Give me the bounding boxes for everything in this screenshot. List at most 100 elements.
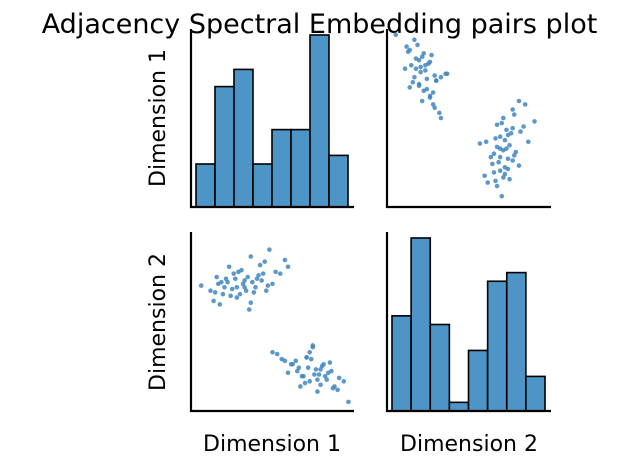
scatter-panel-dimension-2-vs-1 bbox=[385, 29, 551, 209]
scatter-point-upper-31 bbox=[483, 139, 489, 145]
scatter-point-upper-29 bbox=[494, 144, 500, 150]
scatter-point-lower-48 bbox=[270, 349, 275, 355]
scatter-point-lower-68 bbox=[282, 358, 288, 364]
scatter-point-upper-51 bbox=[419, 98, 425, 104]
scatter-point-upper-12 bbox=[477, 141, 483, 146]
scatter-point-lower-60 bbox=[316, 372, 322, 377]
scatter-point-upper-9 bbox=[488, 154, 494, 160]
scatter-point-lower-78 bbox=[321, 361, 326, 367]
scatter-point-lower-81 bbox=[335, 387, 340, 393]
scatter-point-upper-85 bbox=[402, 66, 408, 71]
scatter-point-lower-6 bbox=[223, 276, 229, 282]
histogram-bar-dimension-2-2 bbox=[410, 237, 432, 412]
scatter-point-lower-13 bbox=[251, 290, 257, 295]
scatter-point-lower-30 bbox=[245, 274, 250, 280]
scatter-point-lower-86 bbox=[322, 373, 328, 379]
scatter-point-upper-69 bbox=[427, 93, 433, 99]
x-axis-label-dimension-2: Dimension 2 bbox=[400, 432, 538, 457]
scatter-point-upper-21 bbox=[482, 173, 487, 179]
scatter-point-upper-83 bbox=[433, 78, 439, 83]
scatter-point-lower-1 bbox=[198, 283, 204, 288]
scatter-point-upper-30 bbox=[507, 142, 512, 148]
scatter-point-lower-8 bbox=[231, 271, 237, 276]
y-axis-label-dimension-2: Dimension 2 bbox=[146, 253, 171, 391]
scatter-point-upper-36 bbox=[494, 122, 500, 128]
scatter-point-upper-86 bbox=[416, 57, 422, 63]
scatter-point-upper-5 bbox=[491, 170, 497, 175]
histogram-bar-dimension-2-5 bbox=[467, 349, 489, 412]
scatter-panel-dimension-1-vs-2 bbox=[189, 232, 354, 413]
scatter-point-lower-83 bbox=[304, 355, 309, 360]
scatter-point-lower-5 bbox=[220, 291, 226, 297]
scatter-point-lower-53 bbox=[293, 358, 299, 364]
histogram-bar-dimension-1-4 bbox=[252, 163, 273, 208]
scatter-point-upper-8 bbox=[510, 158, 515, 163]
scatter-point-upper-46 bbox=[510, 125, 515, 131]
axis-spines bbox=[189, 232, 354, 413]
scatter-point-lower-44 bbox=[242, 278, 247, 283]
scatter-point-lower-27 bbox=[237, 291, 243, 297]
scatter-point-lower-59 bbox=[313, 367, 319, 372]
scatter-point-lower-28 bbox=[240, 281, 246, 287]
scatter-point-lower-46 bbox=[260, 271, 266, 276]
scatter-point-lower-19 bbox=[285, 264, 291, 270]
y-axis-label-dimension-1: Dimension 1 bbox=[146, 49, 171, 187]
histogram-bar-dimension-2-4 bbox=[448, 401, 470, 412]
scatter-point-lower-82 bbox=[298, 384, 303, 389]
scatter-point-upper-22 bbox=[497, 168, 503, 173]
scatter-point-lower-20 bbox=[212, 290, 218, 295]
scatter-point-upper-78 bbox=[427, 59, 433, 65]
scatter-point-upper-66 bbox=[412, 37, 417, 43]
scatter-point-upper-17 bbox=[532, 119, 537, 124]
scatter-point-upper-76 bbox=[413, 66, 419, 71]
scatter-point-lower-47 bbox=[265, 283, 271, 288]
scatter-point-lower-54 bbox=[296, 365, 302, 370]
scatter-point-lower-38 bbox=[273, 269, 278, 275]
scatter-point-upper-79 bbox=[419, 54, 425, 60]
scatter-point-upper-57 bbox=[412, 74, 417, 80]
scatter-point-upper-27 bbox=[491, 151, 497, 156]
scatter-point-lower-77 bbox=[318, 367, 323, 372]
scatter-point-lower-26 bbox=[236, 269, 241, 275]
scatter-point-lower-42 bbox=[228, 293, 233, 299]
scatter-point-lower-73 bbox=[305, 365, 311, 370]
scatter-point-lower-80 bbox=[330, 385, 336, 391]
scatter-point-upper-82 bbox=[407, 85, 413, 90]
scatter-point-lower-74 bbox=[308, 356, 314, 362]
histogram-bar-dimension-2-7 bbox=[505, 271, 527, 412]
scatter-point-lower-17 bbox=[267, 247, 272, 252]
scatter-point-lower-12 bbox=[246, 307, 252, 312]
scatter-point-upper-74 bbox=[432, 73, 437, 78]
scatter-point-lower-34 bbox=[256, 273, 261, 278]
scatter-point-lower-72 bbox=[302, 380, 308, 386]
scatter-point-upper-67 bbox=[393, 32, 398, 37]
scatter-point-lower-88 bbox=[307, 349, 313, 355]
scatter-point-lower-39 bbox=[282, 257, 288, 263]
x-axis-label-dimension-1: Dimension 1 bbox=[203, 432, 341, 457]
scatter-point-lower-11 bbox=[242, 285, 247, 290]
scatter-point-upper-73 bbox=[424, 76, 430, 82]
scatter-point-lower-89 bbox=[318, 382, 323, 388]
histogram-bar-dimension-1-1 bbox=[195, 163, 216, 208]
axis-spines bbox=[385, 29, 551, 209]
histogram-bar-dimension-1-5 bbox=[271, 128, 292, 208]
histogram-bar-dimension-1-7 bbox=[309, 34, 330, 208]
scatter-point-upper-77 bbox=[423, 63, 428, 68]
scatter-point-upper-80 bbox=[405, 49, 411, 54]
histogram-bar-dimension-2-6 bbox=[486, 280, 508, 412]
scatter-point-lower-76 bbox=[315, 377, 320, 382]
scatter-point-lower-62 bbox=[324, 377, 330, 382]
scatter-point-lower-65 bbox=[336, 375, 342, 381]
histogram-bar-dimension-1-2 bbox=[214, 85, 235, 208]
scatter-point-lower-37 bbox=[270, 281, 275, 287]
scatter-point-lower-66 bbox=[341, 379, 347, 384]
histogram-bar-dimension-2-8 bbox=[525, 375, 546, 412]
scatter-point-lower-57 bbox=[307, 379, 313, 384]
histogram-bar-dimension-1-8 bbox=[328, 154, 349, 208]
scatter-point-lower-69 bbox=[290, 361, 295, 367]
scatter-point-lower-75 bbox=[312, 372, 317, 377]
scatter-point-upper-40 bbox=[507, 176, 512, 182]
scatter-point-lower-18 bbox=[277, 271, 283, 276]
scatter-point-upper-89 bbox=[408, 63, 414, 68]
